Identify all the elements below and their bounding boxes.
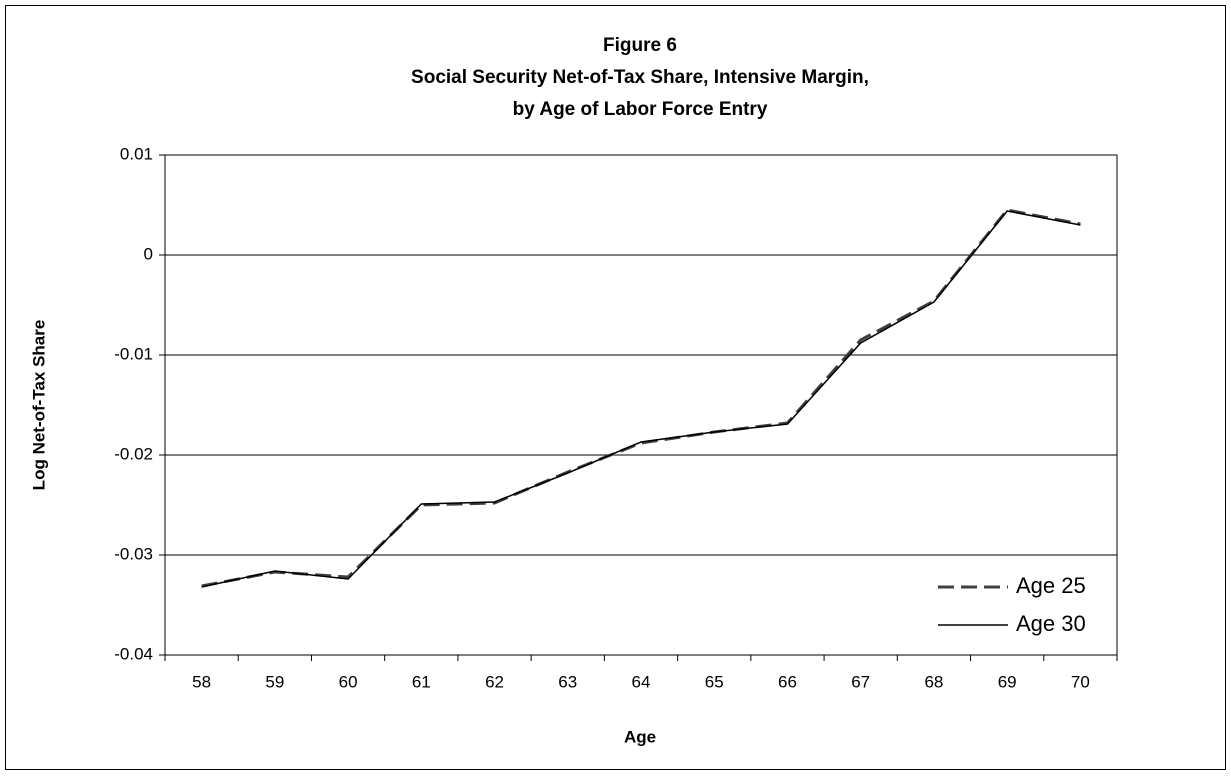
legend-label: Age 25 [1016, 573, 1086, 598]
y-tick-label: -0.01 [114, 344, 153, 363]
x-tick-label: 61 [412, 672, 431, 691]
y-tick-label: -0.02 [114, 444, 153, 463]
x-tick-label: 65 [705, 672, 724, 691]
x-tick-label: 69 [998, 672, 1017, 691]
series-line [201, 210, 1081, 588]
plot-area [164, 154, 1118, 656]
x-axis-label: Age [624, 727, 656, 746]
y-tick-label: 0.01 [120, 144, 153, 163]
legend-label: Age 30 [1016, 611, 1086, 636]
chart-title: Figure 6 [603, 35, 677, 56]
x-tick-label: 62 [485, 672, 504, 691]
y-tick-label: -0.03 [114, 544, 153, 563]
chart-title: by Age of Labor Force Entry [513, 99, 768, 120]
series-line [201, 208, 1081, 588]
x-tick-label: 67 [851, 672, 870, 691]
x-tick-label: 64 [632, 672, 651, 691]
y-axis-label: Log Net-of-Tax Share [29, 320, 48, 491]
x-tick-label: 70 [1071, 672, 1090, 691]
y-tick-label: -0.04 [114, 644, 153, 663]
x-tick-label: 59 [265, 672, 284, 691]
x-tick-label: 68 [924, 672, 943, 691]
x-tick-label: 63 [558, 672, 577, 691]
x-tick-label: 66 [778, 672, 797, 691]
x-tick-label: 60 [339, 672, 358, 691]
y-tick-label: 0 [144, 244, 153, 263]
x-tick-label: 58 [192, 672, 211, 691]
chart-title: Social Security Net-of-Tax Share, Intens… [411, 67, 869, 88]
